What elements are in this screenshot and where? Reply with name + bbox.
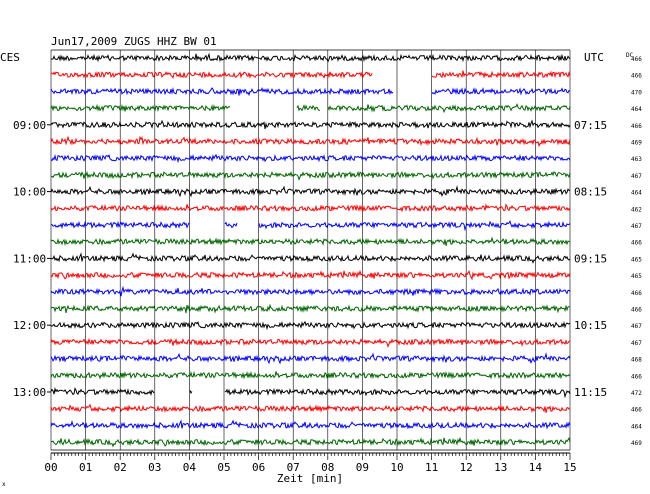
trace-row-8	[50, 170, 571, 181]
right-time-label: 09:15	[574, 252, 607, 265]
right-time-labels: 07:15 08:15 09:15 10:15 11:15	[574, 119, 607, 399]
time-grid	[50, 49, 571, 451]
x-axis-label: Zeit [min]	[277, 472, 343, 485]
x-tick-label: 15	[563, 461, 576, 474]
right-time-label: 10:15	[574, 319, 607, 332]
trace-row-19	[50, 352, 571, 365]
dc-value: 466	[631, 73, 642, 80]
trace-row-15	[50, 285, 571, 297]
x-tick-label: 03	[148, 461, 161, 474]
trace-row-21	[50, 386, 571, 399]
x-tick-label: 01	[79, 461, 92, 474]
x-tick-label: 10	[390, 461, 403, 474]
trace-row-3	[50, 86, 571, 97]
dc-value: 466	[631, 307, 642, 314]
trace-row-5	[50, 119, 571, 130]
trace-row-20	[50, 370, 571, 380]
dc-value: 464	[631, 190, 642, 197]
dc-value: 470	[631, 89, 642, 96]
dc-value: 469	[631, 440, 642, 447]
footer-mark: x	[2, 481, 6, 488]
dc-value: 467	[631, 340, 642, 347]
dc-value: 464	[631, 423, 642, 430]
trace-row-10	[50, 203, 571, 213]
trace-row-4	[50, 103, 571, 114]
dc-value: 463	[631, 156, 642, 163]
dc-value: 467	[631, 223, 642, 230]
dc-value: 466	[631, 407, 642, 414]
x-tick-label: 00	[44, 461, 57, 474]
dc-value: 462	[631, 206, 642, 213]
trace-row-18	[50, 337, 571, 348]
x-tick-label: 06	[252, 461, 265, 474]
trace-row-6	[50, 135, 571, 148]
x-tick-label: 13	[494, 461, 507, 474]
x-tick-label: 09	[356, 461, 369, 474]
trace-row-22	[50, 403, 571, 414]
trace-row-13	[50, 252, 571, 264]
trace-row-11	[51, 219, 571, 232]
left-time-label: 13:00	[13, 386, 46, 399]
dc-header: DC	[626, 52, 634, 59]
dc-value: 472	[631, 390, 642, 397]
dc-value: 466	[631, 373, 642, 380]
trace-row-2	[50, 70, 571, 79]
x-tick-label: 05	[217, 461, 230, 474]
dc-value: 467	[631, 323, 642, 330]
x-axis: 00 01 02 03 04 05 06 07 08 09 10 11 12 13 14 15	[44, 452, 577, 474]
x-tick-label: 11	[425, 461, 438, 474]
trace-row-14	[50, 269, 571, 281]
trace-row-24	[50, 436, 571, 448]
dc-value: 464	[631, 106, 642, 113]
x-tick-label: 14	[529, 461, 543, 474]
right-time-label: 08:15	[574, 186, 607, 199]
left-time-labels: 09:00 10:00 11:00 12:00 13:00	[13, 119, 51, 399]
x-tick-label: 12	[460, 461, 473, 474]
left-time-label: 11:00	[13, 252, 46, 265]
chart-title: Jun17,2009 ZUGS HHZ BW 01	[51, 35, 217, 48]
dc-value: 465	[631, 256, 642, 263]
x-tick-label: 08	[321, 461, 334, 474]
left-axis-title: CES	[0, 51, 20, 64]
dc-value: 466	[631, 123, 642, 130]
trace-row-1	[50, 52, 571, 63]
dc-value: 466	[631, 290, 642, 297]
dc-value: 465	[631, 273, 642, 280]
right-axis-title: UTC	[584, 51, 604, 64]
right-time-label: 07:15	[574, 119, 607, 132]
dc-value: 468	[631, 357, 642, 364]
trace-row-17	[50, 320, 571, 331]
left-time-label: 09:00	[13, 119, 46, 132]
dc-value: 466	[631, 240, 642, 247]
dc-value: 467	[631, 173, 642, 180]
x-tick-label: 02	[114, 461, 127, 474]
left-time-label: 10:00	[13, 186, 46, 199]
x-tick-label: 07	[287, 461, 300, 474]
trace-row-16	[50, 303, 571, 314]
left-time-label: 12:00	[13, 319, 46, 332]
trace-row-7	[50, 153, 571, 164]
dc-value-labels: 466 466 470 464 466 469 463 467 464 462 467 466 465 4…	[631, 56, 642, 447]
x-tick-label: 04	[183, 461, 197, 474]
trace-row-9	[50, 185, 571, 198]
dc-value: 466	[631, 56, 642, 63]
trace-row-23	[50, 419, 571, 430]
dc-value: 469	[631, 140, 642, 147]
trace-row-12	[50, 236, 571, 247]
trace-group	[50, 52, 571, 448]
right-time-label: 11:15	[574, 386, 607, 399]
